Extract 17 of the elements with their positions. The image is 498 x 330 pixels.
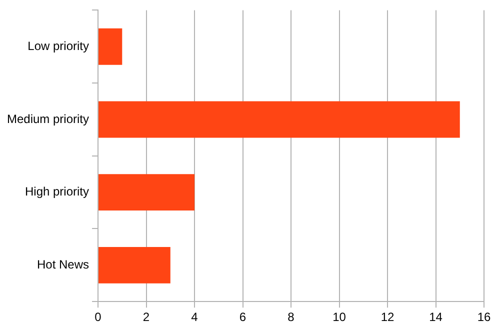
- x-tick-label: 16: [477, 310, 491, 324]
- x-tick-label: 14: [429, 310, 443, 324]
- y-tick-label: Hot News: [37, 257, 90, 272]
- x-tick-label: 4: [191, 310, 198, 324]
- bar: [98, 28, 122, 65]
- y-tick-label: High priority: [24, 184, 90, 199]
- y-tick-label: Medium priority: [6, 112, 90, 126]
- bar: [98, 246, 170, 284]
- x-tick-label: 12: [380, 310, 394, 324]
- y-tick-label: Low priority: [28, 38, 90, 53]
- x-tick-label: 6: [239, 310, 246, 324]
- x-tick-label: 10: [332, 310, 346, 324]
- x-tick-label: 0: [94, 310, 102, 324]
- x-tick-label: 8: [288, 310, 295, 324]
- bar: [98, 174, 195, 211]
- x-tick-label: 2: [142, 310, 150, 324]
- bar: [98, 101, 460, 138]
